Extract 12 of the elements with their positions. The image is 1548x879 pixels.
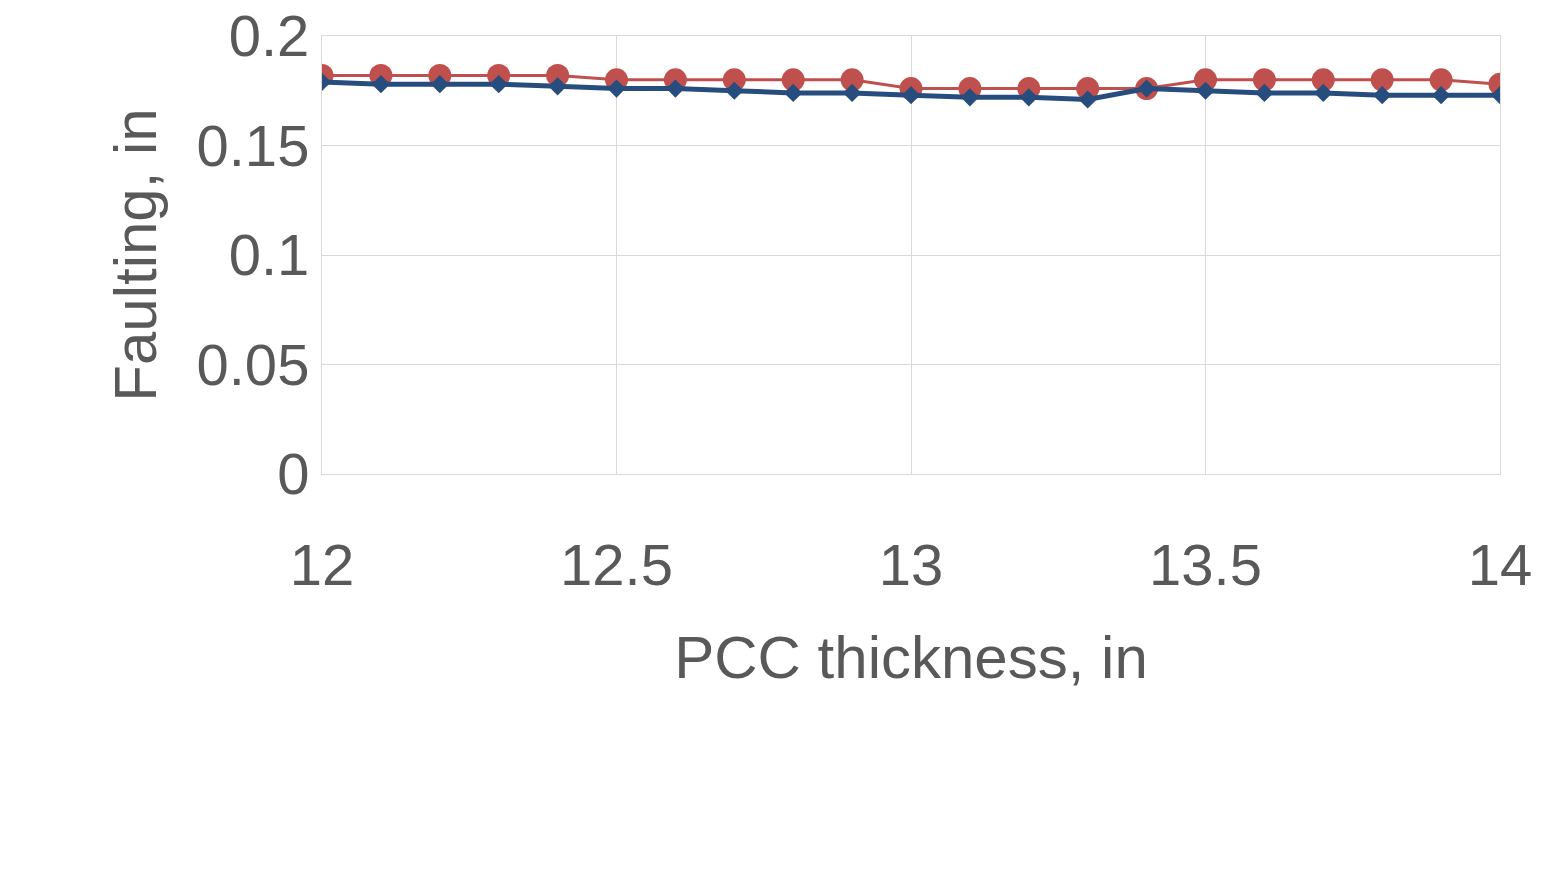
x-tick-label: 12: [289, 531, 355, 597]
x-tick-label: 13.5: [1149, 531, 1262, 597]
y-tick-label: 0.2: [228, 3, 310, 69]
y-axis-title: Faulting, in: [102, 108, 170, 402]
y-tick-label: 0: [277, 441, 310, 507]
x-tick-label: 13: [878, 531, 944, 597]
y-tick-label: 0.05: [196, 331, 310, 397]
x-axis-title: PCC thickness, in: [674, 624, 1148, 692]
y-tick-label: 0.1: [228, 222, 310, 288]
x-tick-label: 14: [1467, 531, 1533, 597]
y-tick-label: 0.15: [196, 112, 310, 178]
x-tick-label: 12.5: [560, 531, 673, 597]
